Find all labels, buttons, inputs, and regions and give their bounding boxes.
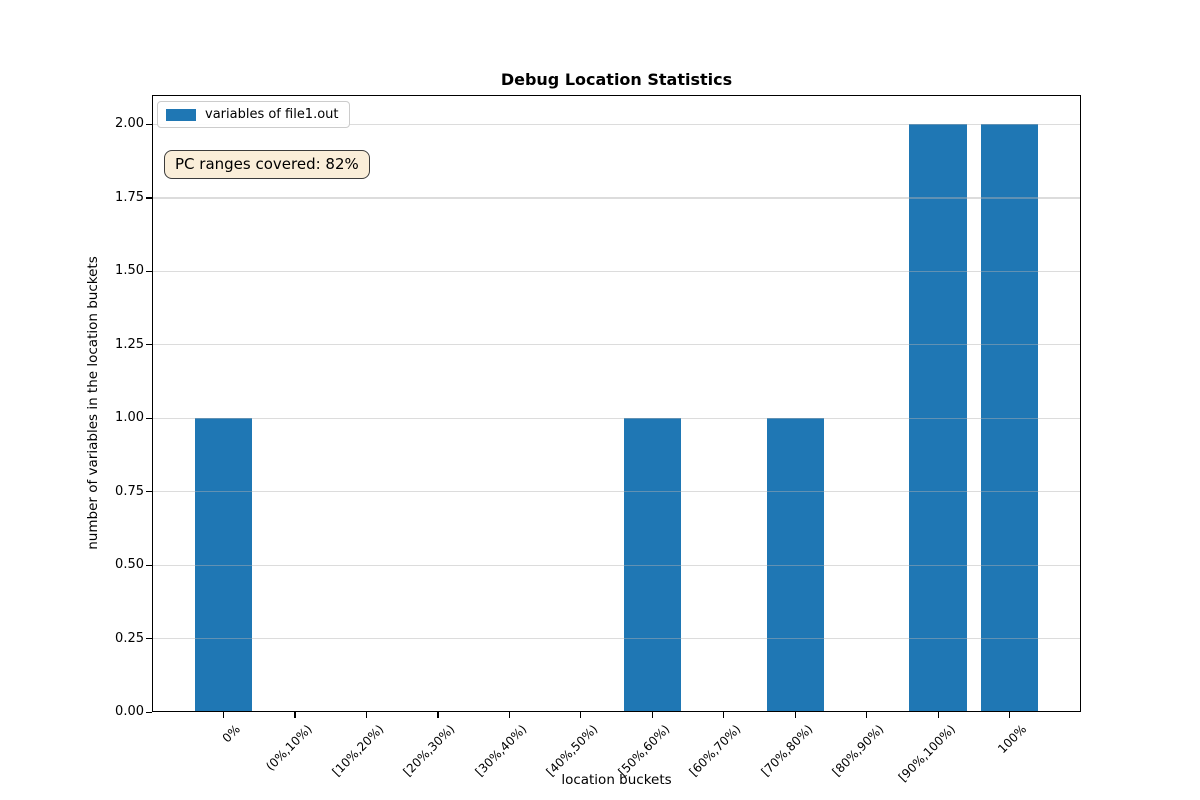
y-tick-label: 1.50 <box>115 263 144 279</box>
y-tick <box>146 123 152 126</box>
chart-title: Debug Location Statistics <box>500 70 733 89</box>
y-tick <box>146 197 152 199</box>
y-tick <box>146 711 152 713</box>
y-tick-label: 0.00 <box>115 704 144 719</box>
bar-100% <box>980 124 1039 712</box>
x-tick-label-(0%,10%): (0%,10%) <box>263 722 315 774</box>
legend: variables of file1.out <box>157 101 350 128</box>
y-axis-label: number of variables in the location buck… <box>85 256 101 550</box>
pc-ranges-annotation: PC ranges covered: 82% <box>164 150 370 179</box>
x-tick <box>651 712 653 718</box>
x-tick <box>294 712 296 718</box>
y-tick-label: 0.50 <box>115 557 144 573</box>
y-tick <box>146 417 152 419</box>
gridline-y <box>152 123 1081 126</box>
x-tick-label-[10%,20%): [10%,20%) <box>329 722 387 779</box>
x-tick <box>580 712 582 718</box>
y-tick <box>146 638 152 640</box>
x-tick-label-0%: 0% <box>220 722 244 746</box>
gridline-y <box>152 344 1081 346</box>
y-tick-label: 1.00 <box>115 410 144 426</box>
x-tick <box>937 712 939 718</box>
y-tick-label: 2.00 <box>115 116 144 132</box>
y-tick <box>146 270 152 272</box>
legend-label: variables of file1.out <box>205 107 339 122</box>
x-tick-label-100%: 100% <box>995 722 1030 757</box>
x-tick <box>365 712 368 718</box>
gridline-y <box>152 417 1081 419</box>
bar-[50%,60%) <box>623 418 681 712</box>
gridline-y <box>152 564 1081 566</box>
y-tick <box>146 564 152 566</box>
bar-[70%,80%) <box>766 418 824 712</box>
y-tick-label: 1.75 <box>115 189 144 205</box>
x-tick-label-[30%,40%): [30%,40%) <box>472 722 530 779</box>
x-tick-label-[80%,90%): [80%,90%) <box>829 722 887 779</box>
x-tick <box>508 712 510 718</box>
y-tick <box>146 491 152 493</box>
x-tick <box>794 712 796 718</box>
x-tick-label-[70%,80%): [70%,80%) <box>758 722 816 779</box>
x-tick-label-[20%,30%): [20%,30%) <box>400 722 458 779</box>
gridline-y <box>152 270 1081 272</box>
gridline-y <box>152 638 1081 640</box>
y-tick <box>146 344 152 346</box>
y-tick-label: 0.25 <box>115 630 144 646</box>
x-tick-label-[60%,70%): [60%,70%) <box>686 722 744 779</box>
y-tick-label: 1.25 <box>115 336 144 352</box>
x-tick <box>437 712 439 718</box>
bar-[90%,100%) <box>909 124 967 712</box>
x-tick <box>866 712 868 718</box>
y-tick-label: 0.75 <box>115 483 144 499</box>
x-tick-label-[40%,50%): [40%,50%) <box>543 722 601 779</box>
x-tick-label-[50%,60%): [50%,60%) <box>615 722 673 779</box>
bar-0% <box>194 418 253 712</box>
legend-swatch-icon <box>166 108 196 121</box>
x-tick <box>222 712 225 718</box>
x-tick <box>723 712 725 718</box>
x-axis-label: location buckets <box>561 772 672 788</box>
gridline-y <box>152 197 1081 199</box>
x-tick <box>1009 712 1011 718</box>
gridline-y <box>152 491 1081 493</box>
